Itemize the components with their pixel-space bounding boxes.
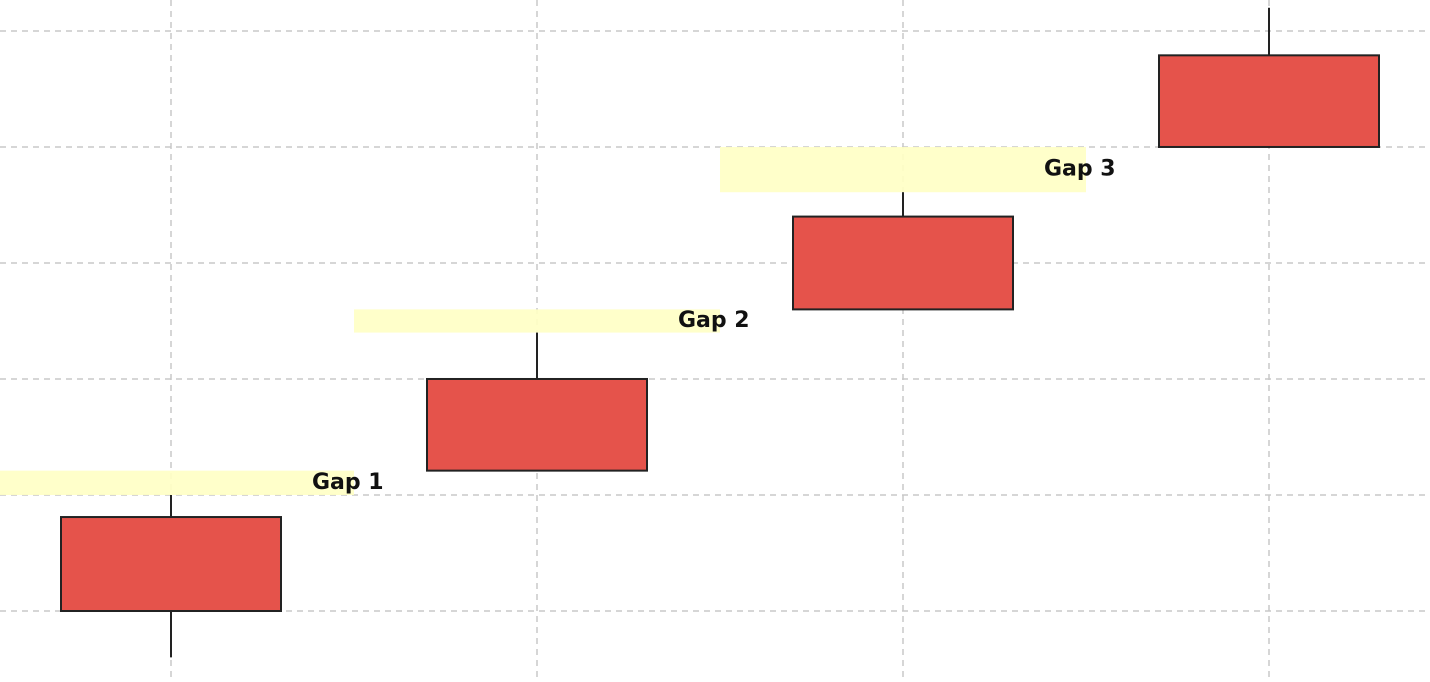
gap-label: Gap 3 — [1044, 157, 1116, 182]
candle-body — [60, 516, 282, 613]
candle-body — [1158, 54, 1380, 148]
candle-body — [426, 377, 648, 472]
gap-label: Gap 2 — [678, 308, 750, 333]
gap-band — [720, 146, 1086, 193]
candle-body — [792, 215, 1014, 311]
gap-band — [0, 470, 354, 495]
gap-label: Gap 1 — [312, 470, 384, 495]
gap-band — [354, 309, 720, 333]
